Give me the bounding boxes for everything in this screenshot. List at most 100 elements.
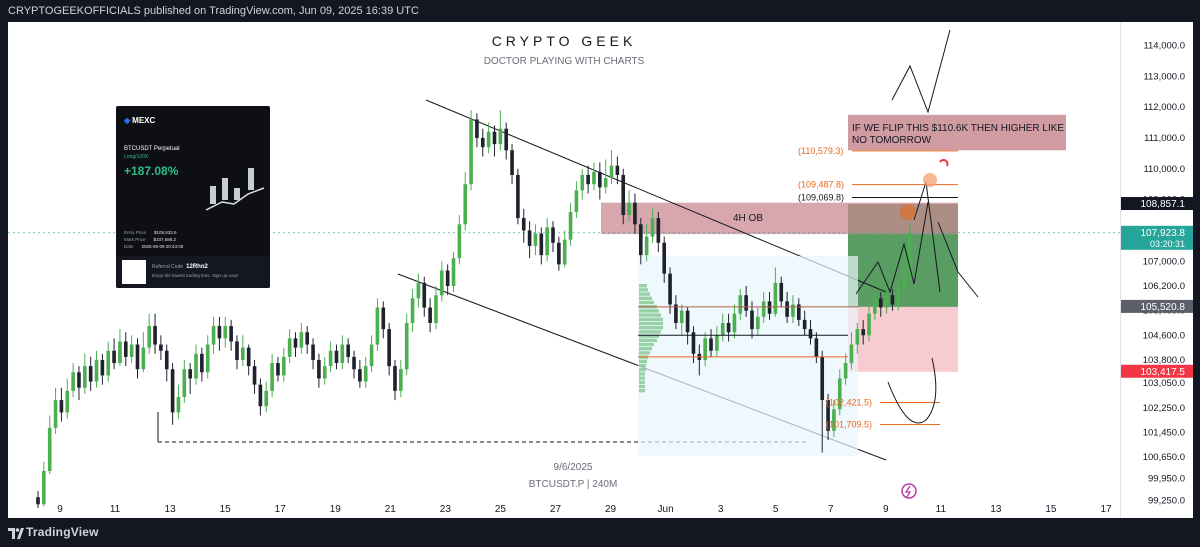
candle-body [633,202,637,225]
candle-body [159,344,163,351]
volume-profile-bar [639,292,650,296]
candle-body [47,427,52,471]
candle-body [88,366,93,382]
x-tick-label: 11 [936,504,947,515]
candle-body [194,353,198,379]
ad-pnl: +187.08% [124,164,179,178]
candle-body [305,332,310,345]
candle-body [399,369,403,391]
candle-body [545,227,549,256]
candle-body [100,359,105,376]
tv-logo-mark [8,528,24,539]
candle-body [270,363,274,391]
x-tick-label: 21 [385,504,397,515]
projection-drawings [855,29,979,499]
ad-pair: BTCUSDT Perpetual [124,146,180,152]
level-label: (109,487.8) [798,180,844,190]
candle-body [94,359,99,382]
ad-graphic-bar [248,168,254,190]
ad-row-value: 2025-06-09 20:43:09 [141,244,184,249]
x-tick-label: 29 [605,504,617,515]
candle-body [726,322,731,333]
qr-code-icon [122,260,146,284]
candle-body [539,233,544,256]
x-tick-label: 9 [883,504,889,515]
candle-body [796,304,801,320]
candle-body [820,356,825,401]
ad-candles-graphic [205,168,265,211]
x-tick-label: 5 [773,504,779,515]
y-tick-label: 100,650.0 [1143,452,1185,463]
candle-body [451,258,456,286]
ad-row-date: Date 2025-06-09 20:43:09 [124,244,183,249]
candle-body [510,150,514,175]
projection-dip-curve [887,357,937,424]
volume-profile-bar [639,284,647,288]
ad-referral-label: Referral Code [152,264,184,270]
candle-body [884,295,889,308]
candle-body [873,298,877,314]
candle-body [287,338,292,357]
candle-body [679,310,684,323]
ad-leverage: Long/100X [124,154,149,160]
lightning-icon [901,483,917,499]
x-tick-label: 19 [330,504,342,515]
x-tick-label: 15 [1045,504,1057,515]
candle-body [229,326,233,342]
candle-body [609,165,614,179]
x-tick-label: 27 [550,504,562,515]
candle-body [779,282,784,302]
x-tick-label: Jun [658,504,674,515]
candle-body [211,326,216,345]
candle-body [832,409,836,431]
candle-body [627,202,631,216]
candle-body [258,384,263,407]
candle-body [404,322,409,370]
projection-path-breakout [891,29,951,114]
candle-body [486,131,491,148]
candle-body [492,131,497,145]
candle-body [598,171,602,188]
candle-body [352,356,356,370]
volume-profile-bar [639,300,654,305]
candle-body [147,326,152,348]
volume-profile-bar [639,321,663,326]
volume-profile-bar [639,309,659,313]
ad-graphic-bar [234,188,240,200]
candle-body [241,347,245,360]
chart-plot-area[interactable]: (110,579.3) (109,487.8) (109,069.8) (102,42… [8,22,1120,518]
candle-body [908,233,912,277]
candle-body [878,298,883,308]
candle-body [170,369,175,413]
candle-body [346,344,350,357]
candle-body [750,310,754,330]
tradingview-footer: TradingView [0,518,1200,547]
candle-body [53,400,58,428]
x-tick-label: 3 [718,504,724,515]
y-tick-label: 99,950.0 [1148,474,1185,485]
candle-body [574,190,579,212]
candle-body [393,366,397,391]
candle-body [896,289,901,305]
candle-body [504,128,509,151]
ad-row-label: Entry Price [124,230,147,235]
candle-body [890,295,895,305]
candle-body [457,224,462,259]
publish-text: CRYPTOGEEKOFFICIALS published on Trading… [8,5,419,17]
candle-body [200,353,204,373]
flip-note-line2: NO TOMORROW [852,135,932,146]
candle-body [252,366,257,385]
ad-row-entry: Entry Price $105,833.9 [124,230,177,235]
candle-body [428,307,432,323]
projection-path-up [855,201,929,295]
volume-profile-bar [639,351,650,355]
candle-body [738,295,743,314]
projection-path-right [937,221,979,298]
price-axis[interactable]: 114,000.0 113,000.0 112,000.0 111,000.0 110,… [1120,22,1193,518]
candle-body [756,316,760,330]
x-tick-label: 11 [110,504,121,515]
candle-body [527,230,532,246]
y-tick-label: 101,450.0 [1143,427,1185,438]
tradingview-brand: TradingView [26,525,99,539]
candle-body [328,350,333,367]
